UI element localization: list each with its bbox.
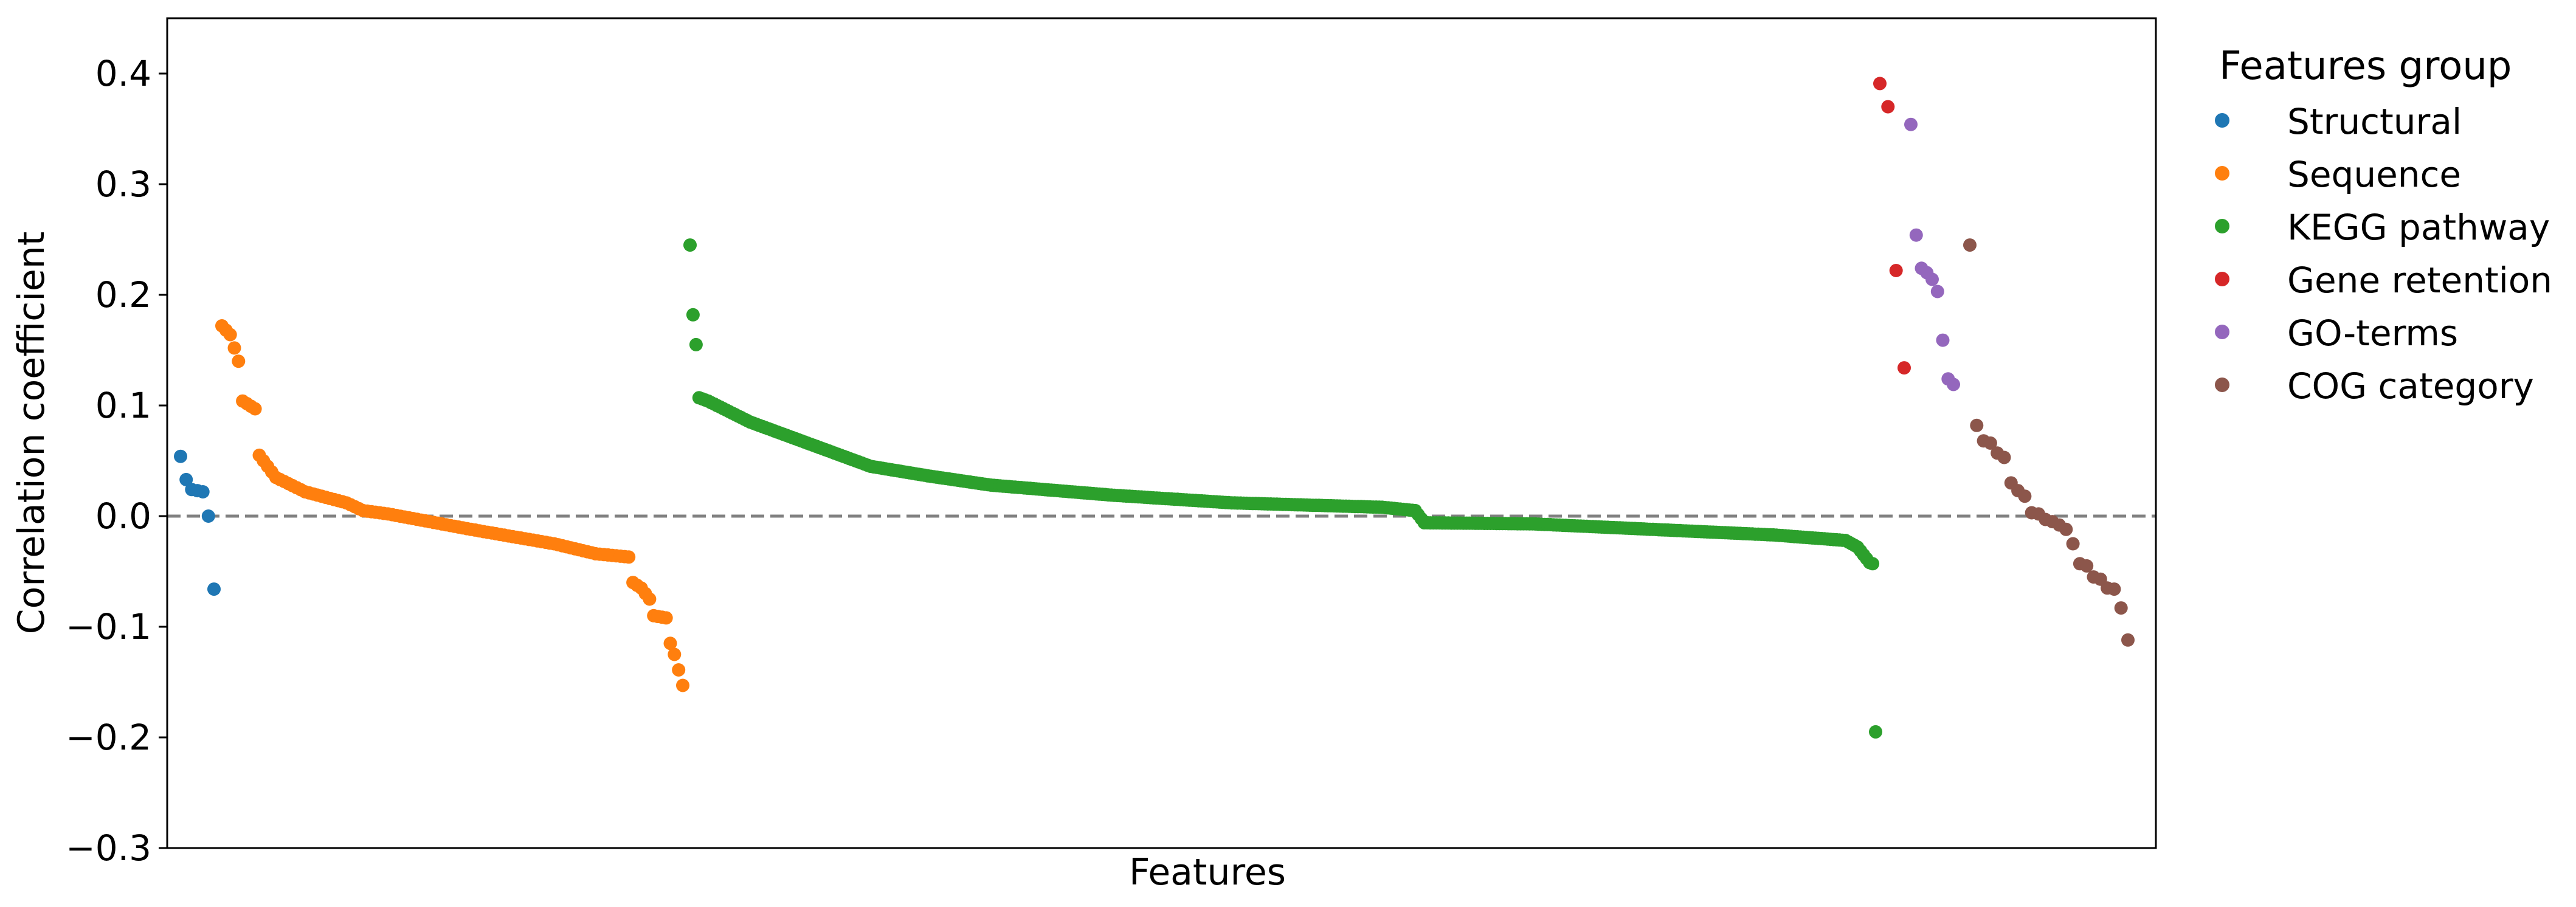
data-point	[676, 678, 689, 692]
data-point	[207, 582, 221, 596]
data-point	[2018, 489, 2032, 503]
data-point	[232, 354, 246, 368]
data-point	[1925, 272, 1939, 286]
legend: Structural Sequence KEGG pathway Gene reten…	[2215, 101, 2552, 407]
legend-label: Sequence	[2287, 154, 2461, 195]
data-point	[683, 238, 697, 252]
data-point	[668, 647, 682, 661]
data-point	[2059, 522, 2073, 536]
data-point	[1904, 117, 1918, 131]
data-point	[201, 509, 215, 523]
y-tick-label: 0.2	[95, 274, 151, 316]
legend-label: GO-terms	[2287, 312, 2458, 354]
legend-title: Features group	[2219, 44, 2512, 89]
data-point	[223, 328, 237, 342]
data-point	[179, 472, 193, 486]
data-point	[174, 449, 187, 463]
legend-marker	[2215, 272, 2229, 286]
data-point	[1997, 450, 2011, 464]
legend-marker	[2215, 378, 2229, 392]
data-point	[643, 592, 657, 606]
data-point	[2080, 559, 2094, 573]
data-point	[672, 663, 686, 677]
series-structural	[174, 449, 221, 596]
y-tick-label: −0.3	[66, 827, 151, 869]
legend-label: COG category	[2287, 365, 2534, 407]
y-tick-label: 0.0	[95, 495, 151, 537]
data-point	[689, 337, 703, 351]
y-axis-label: Correlation coefficient	[10, 232, 53, 635]
y-axis: −0.3 −0.2 −0.1 0.0 0.1 0.2 0.3 0.4	[66, 53, 167, 869]
data-point	[659, 611, 673, 625]
data-point	[1866, 557, 1880, 571]
series-kegg-pathway	[683, 238, 1882, 739]
series-cog-category	[1963, 238, 2135, 647]
data-point	[663, 636, 677, 650]
legend-label: Gene retention	[2287, 260, 2552, 301]
data-point	[1930, 285, 1944, 298]
data-point	[2107, 582, 2121, 596]
legend-marker	[2215, 166, 2229, 181]
data-point	[1970, 418, 1984, 432]
y-tick-label: 0.1	[95, 385, 151, 426]
y-tick-label: 0.4	[95, 53, 151, 94]
data-point	[2121, 633, 2135, 647]
data-point	[622, 550, 636, 564]
legend-marker	[2215, 219, 2229, 233]
data-point	[1983, 436, 1997, 450]
data-point	[1963, 238, 1977, 252]
plot-area	[167, 77, 2156, 739]
data-point	[248, 402, 262, 416]
legend-label: Structural	[2287, 101, 2462, 142]
data-point	[1881, 100, 1895, 114]
data-point	[1897, 361, 1911, 375]
y-tick-label: 0.3	[95, 164, 151, 205]
y-tick-label: −0.2	[66, 717, 151, 758]
data-point	[1889, 264, 1903, 277]
legend-label: KEGG pathway	[2287, 207, 2550, 248]
series-gene-retention	[1873, 77, 1911, 375]
data-point	[2114, 601, 2128, 615]
plot-frame	[166, 17, 2157, 849]
data-point	[1873, 77, 1887, 91]
series-sequence	[215, 319, 689, 692]
data-point	[2066, 537, 2080, 551]
legend-marker	[2215, 113, 2229, 128]
data-point	[227, 341, 241, 355]
data-point	[1869, 725, 1882, 739]
legend-marker	[2215, 325, 2229, 339]
y-tick-label: −0.1	[66, 606, 151, 647]
data-point	[686, 308, 700, 322]
data-point	[1909, 228, 1923, 242]
series-go-terms	[1904, 117, 1960, 391]
data-point	[1947, 378, 1960, 391]
x-axis-label: Features	[1129, 851, 1286, 894]
data-point	[1936, 333, 1950, 347]
data-point	[196, 485, 210, 498]
